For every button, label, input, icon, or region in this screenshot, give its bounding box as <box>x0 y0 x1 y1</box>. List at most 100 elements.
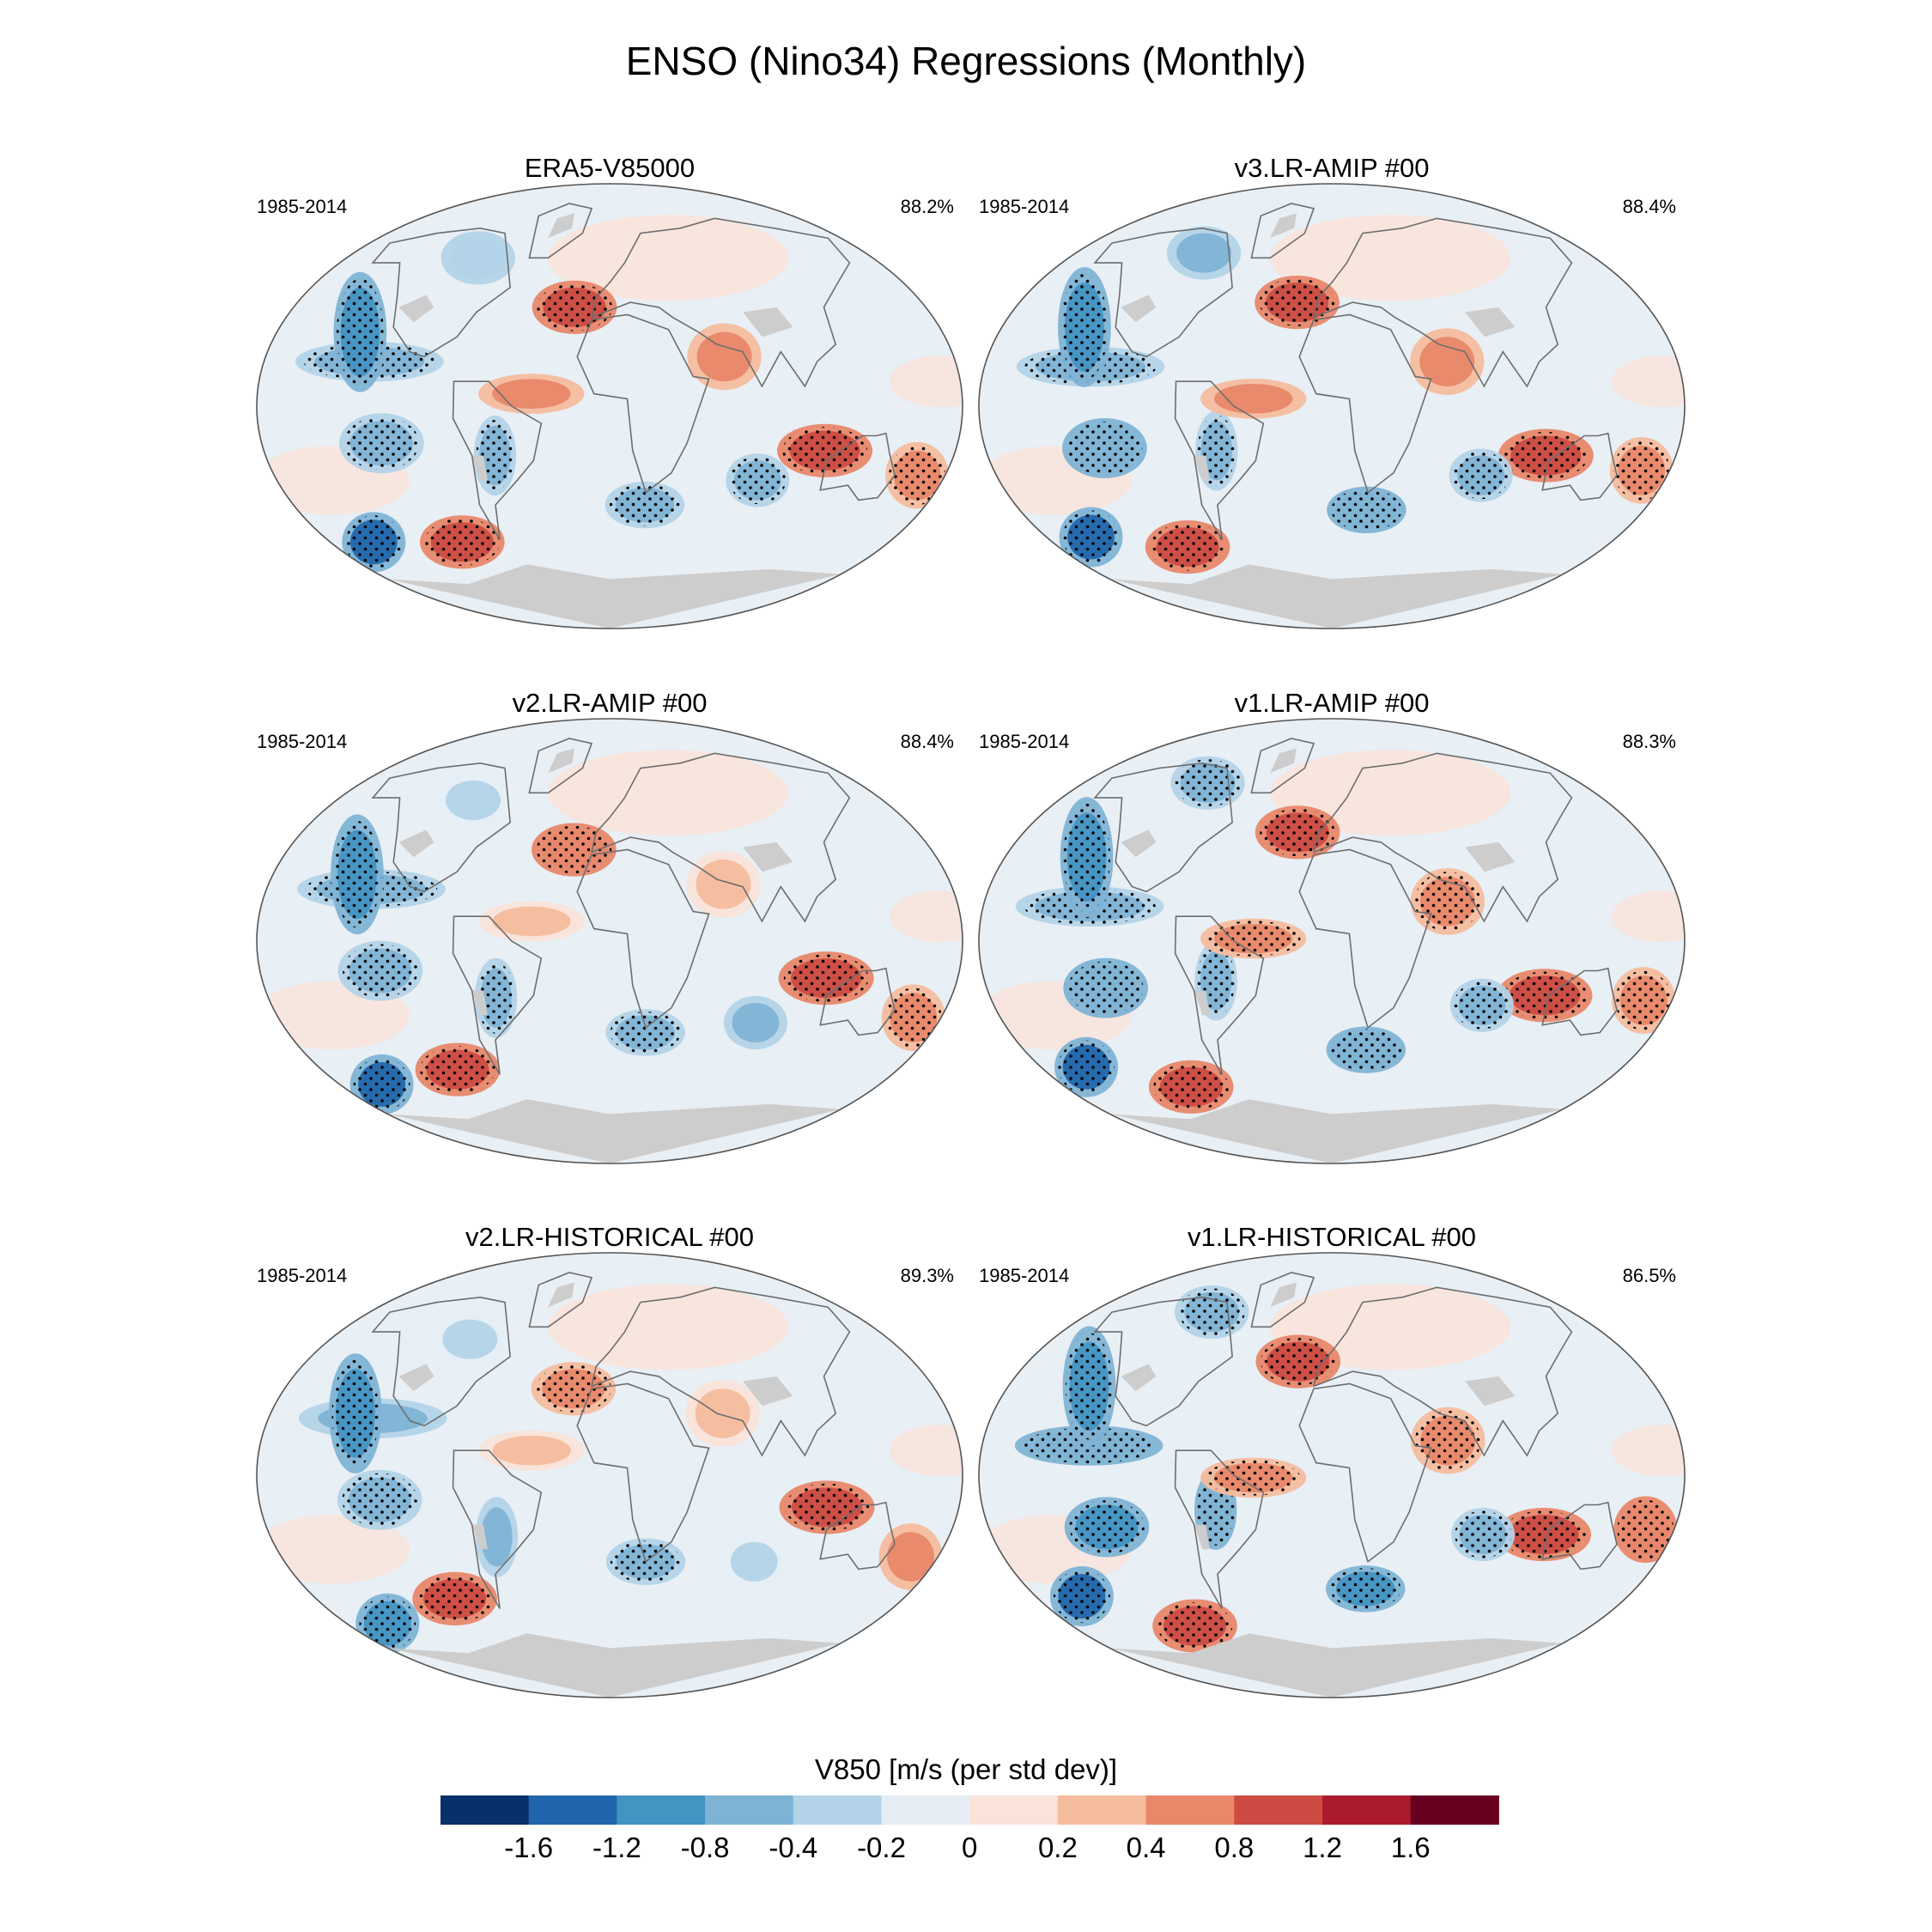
significance-stipple <box>1063 803 1110 911</box>
coastline <box>1093 1296 1233 1427</box>
significance-stipple <box>477 962 515 1034</box>
significance-stipple <box>1066 421 1143 476</box>
coastline <box>1313 217 1573 388</box>
coastline <box>819 1501 896 1571</box>
significance-stipple <box>1501 1510 1586 1558</box>
anomaly-core <box>481 1507 513 1567</box>
significance-stipple <box>782 427 867 475</box>
significance-stipple <box>333 821 381 928</box>
coastline <box>591 217 851 388</box>
coastline <box>1174 1449 1265 1609</box>
coastline <box>1174 915 1265 1075</box>
colorbar-swatch <box>793 1795 882 1825</box>
masked-region <box>1465 841 1516 872</box>
significance-stipple <box>1260 1337 1336 1386</box>
anomaly-core <box>1419 337 1475 386</box>
masked-region <box>743 841 793 872</box>
masked-region <box>1194 1524 1210 1550</box>
masked-region <box>1270 213 1297 239</box>
masked-region <box>398 829 434 858</box>
colorbar-tick-label: -1.6 <box>504 1832 553 1863</box>
coastline <box>528 738 593 794</box>
anomaly-core <box>730 1541 778 1582</box>
coastline <box>528 203 593 259</box>
coastline <box>819 967 896 1036</box>
coastline <box>1541 1501 1618 1571</box>
colorbar-swatch <box>1145 1795 1235 1825</box>
panel-title: v1.LR-HISTORICAL #00 <box>1188 1222 1476 1252</box>
significance-stipple <box>1067 961 1144 1015</box>
anomaly-core <box>492 379 571 409</box>
masked-region <box>1121 295 1157 323</box>
anomaly-core <box>492 1435 571 1466</box>
coastline <box>1541 967 1618 1036</box>
panel-period: 1985-2014 <box>979 196 1069 217</box>
significance-stipple <box>889 446 945 506</box>
significance-stipple <box>1206 1460 1301 1496</box>
map-outline <box>256 718 963 1164</box>
panel-period: 1985-2014 <box>979 731 1069 752</box>
significance-stipple <box>359 1596 416 1650</box>
panel-period: 1985-2014 <box>979 1265 1069 1286</box>
significance-stipple <box>1414 872 1481 932</box>
panel-title: v2.LR-HISTORICAL #00 <box>465 1222 754 1252</box>
masked-region <box>1194 990 1210 1016</box>
coastline <box>371 227 511 358</box>
colorbar-swatch <box>440 1795 530 1825</box>
significance-stipple <box>1175 759 1241 807</box>
colorbar-swatch <box>1234 1795 1323 1825</box>
panel-pct: 88.2% <box>901 196 954 217</box>
coastline <box>1298 848 1432 1030</box>
coastline <box>371 1296 511 1427</box>
significance-stipple <box>1330 1029 1401 1071</box>
significance-stipple <box>1260 808 1336 857</box>
panel-period: 1985-2014 <box>257 1265 347 1286</box>
anomaly-core <box>695 1388 750 1438</box>
antarctica <box>1109 1633 1564 1698</box>
significance-stipple <box>1504 431 1589 480</box>
panel-pct: 88.4% <box>1623 196 1676 217</box>
significance-stipple <box>331 1359 380 1467</box>
significance-stipple <box>1058 1040 1115 1094</box>
significance-stipple <box>1455 1510 1511 1558</box>
panel-title: v3.LR-AMIP #00 <box>1235 153 1430 183</box>
antarctica <box>1109 564 1564 629</box>
panel-title: ERA5-V85000 <box>525 153 695 183</box>
map-panel-6: v1.LR-HISTORICAL #00 1985-2014 86.5% <box>978 1222 1686 1698</box>
significance-stipple <box>1331 489 1402 532</box>
anomaly-core <box>887 1532 934 1582</box>
significance-stipple <box>420 1046 495 1094</box>
colorbar-tick-label: -0.2 <box>857 1832 906 1863</box>
significance-stipple <box>1613 440 1670 501</box>
masked-region <box>548 748 574 774</box>
antarctica <box>1109 1099 1564 1163</box>
map-panel-1: ERA5-V85000 1985-2014 88.2% <box>256 153 963 629</box>
colorbar-tick-label: 1.2 <box>1303 1832 1342 1863</box>
significance-stipple <box>353 1057 410 1111</box>
significance-stipple <box>342 1473 418 1527</box>
significance-stipple <box>424 518 501 566</box>
significance-stipple <box>783 954 869 1002</box>
colorbar-tick-label: 0.2 <box>1038 1832 1078 1863</box>
colorbar-swatch <box>705 1795 794 1825</box>
figure-title: ENSO (Nino34) Regressions (Monthly) <box>626 39 1307 83</box>
map-outline <box>256 1252 963 1698</box>
coastline <box>1313 1286 1573 1457</box>
colorbar-swatch <box>617 1795 706 1825</box>
coastline <box>1093 227 1233 358</box>
masked-region <box>548 213 574 239</box>
significance-stipple <box>343 944 418 998</box>
antarctica <box>387 1099 841 1163</box>
significance-stipple <box>884 987 942 1048</box>
significance-stipple <box>336 278 384 386</box>
panel-period: 1985-2014 <box>257 196 347 217</box>
significance-stipple <box>729 456 787 504</box>
colorbar-tick-label: 0 <box>962 1832 977 1863</box>
anomaly-core <box>492 906 571 937</box>
panel-title: v1.LR-AMIP #00 <box>1235 688 1430 718</box>
significance-stipple <box>1206 920 1301 957</box>
coastline <box>591 1286 851 1457</box>
significance-stipple <box>1060 273 1109 381</box>
colorbar-swatch <box>881 1795 970 1825</box>
masked-region <box>398 295 434 323</box>
